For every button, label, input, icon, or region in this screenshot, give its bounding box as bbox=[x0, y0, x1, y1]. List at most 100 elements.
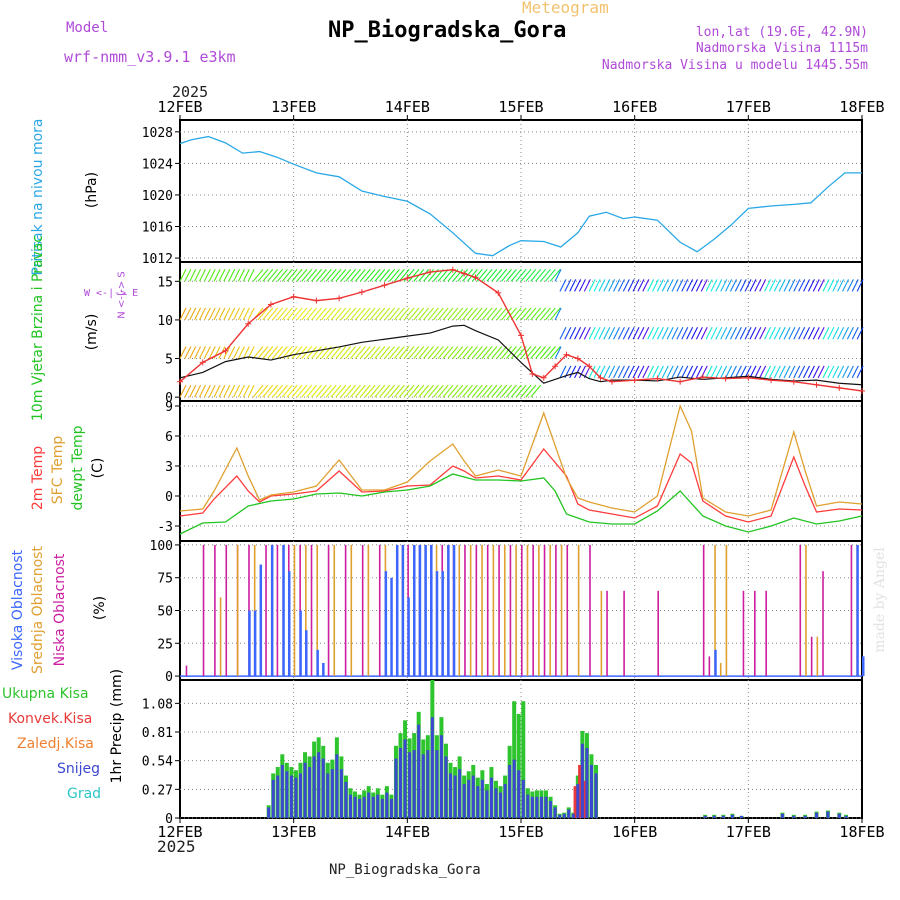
wind-barb bbox=[418, 346, 430, 359]
wind-barb bbox=[739, 326, 747, 340]
precip-snow-bar bbox=[485, 790, 489, 818]
wind-barb bbox=[252, 268, 264, 282]
wind-barb bbox=[291, 307, 303, 321]
wind-barb bbox=[501, 346, 512, 359]
wind-barb bbox=[817, 279, 825, 292]
wind-barb bbox=[213, 307, 221, 321]
wind-barb bbox=[423, 268, 434, 282]
wind-barb bbox=[252, 384, 264, 398]
precip-snow-bar bbox=[344, 781, 348, 818]
legend-graupel: Grad bbox=[67, 786, 102, 802]
wind-barb bbox=[272, 268, 283, 282]
wind-barb bbox=[306, 268, 318, 282]
wind-barb bbox=[262, 346, 274, 359]
cloud-bar-niska bbox=[486, 544, 489, 677]
wind-barb bbox=[686, 365, 694, 379]
wind-barb bbox=[686, 326, 694, 340]
wind-barb bbox=[681, 365, 689, 379]
wind-barb bbox=[398, 307, 410, 321]
wind-barb bbox=[720, 326, 728, 340]
temp-ytick-label: 6 bbox=[165, 430, 173, 445]
precip-snow-bar bbox=[312, 756, 316, 818]
wind-barb bbox=[851, 365, 859, 379]
wind-barb bbox=[413, 384, 425, 398]
wind-barb bbox=[262, 384, 274, 398]
cloud-bar-visoka bbox=[441, 571, 444, 677]
wind-barb bbox=[462, 384, 473, 398]
wind-barb bbox=[764, 326, 772, 340]
precip-snow-bar bbox=[530, 796, 534, 818]
cloud-bar-srednja bbox=[469, 544, 472, 677]
wind-barb bbox=[257, 346, 269, 359]
wind-barb bbox=[481, 268, 493, 282]
cloud-bar-srednja bbox=[816, 636, 819, 677]
wind-barb bbox=[189, 307, 197, 321]
precip-conv-bar bbox=[582, 780, 587, 818]
cloud-bar-srednja bbox=[492, 544, 495, 677]
wind-barb bbox=[452, 346, 464, 359]
wind-barb bbox=[237, 307, 245, 321]
wind-barb bbox=[656, 365, 664, 379]
wind-barb bbox=[530, 384, 542, 398]
wind-barb bbox=[184, 346, 192, 359]
wind-barb bbox=[773, 279, 781, 292]
meteogram-label: Meteogram bbox=[522, 0, 609, 17]
temp-0-line bbox=[179, 447, 863, 523]
wind-barb bbox=[725, 365, 733, 379]
wind-barb bbox=[642, 279, 650, 292]
wind-barb bbox=[389, 384, 400, 398]
wind-barb bbox=[184, 384, 192, 398]
precip-snow-bar bbox=[439, 735, 443, 818]
wind-barb bbox=[330, 268, 342, 282]
wind-barb bbox=[491, 346, 503, 359]
wind-barb bbox=[773, 365, 781, 379]
cloud-bar-srednja bbox=[219, 597, 222, 677]
precip-snow-bar bbox=[308, 767, 312, 818]
wind-barb bbox=[778, 279, 786, 292]
wind-barb bbox=[247, 269, 255, 282]
wind-barb bbox=[418, 307, 430, 321]
wind-barb bbox=[486, 384, 498, 398]
wind-barb bbox=[203, 307, 211, 321]
xtick-label-top: 15FEB bbox=[498, 98, 543, 116]
precip-ytick-label: 0 bbox=[165, 812, 173, 827]
wind-barb bbox=[408, 384, 420, 398]
wind-barb bbox=[198, 384, 206, 398]
wind-barb bbox=[218, 307, 226, 321]
wind-barb bbox=[846, 279, 854, 292]
temp-ytick-label: 3 bbox=[165, 460, 173, 475]
wind-barb bbox=[710, 279, 718, 292]
wind-barb bbox=[827, 365, 835, 379]
precip-snow-bar bbox=[412, 750, 416, 818]
wind-barb bbox=[218, 384, 226, 398]
wind-barb bbox=[194, 384, 202, 398]
wind-barb bbox=[510, 307, 522, 321]
cloud-bar-niska bbox=[310, 544, 313, 677]
precip-snow-bar bbox=[267, 807, 271, 818]
wind-barb bbox=[535, 268, 547, 282]
wind-barb bbox=[223, 346, 231, 359]
xtick-label-bottom: 18FEB bbox=[839, 823, 884, 841]
wind-barb bbox=[535, 307, 547, 321]
precip-snow-bar bbox=[489, 777, 493, 818]
wind-barb bbox=[311, 384, 322, 398]
wind-barb bbox=[403, 268, 415, 282]
wind-barb bbox=[354, 346, 366, 359]
wind-barb bbox=[301, 268, 313, 282]
cloud-bar-visoka bbox=[395, 544, 399, 677]
pressure-ytick-label: 1012 bbox=[142, 252, 173, 267]
wind-barb bbox=[228, 346, 236, 359]
cloud-bar-niska bbox=[606, 590, 608, 677]
wind-barb bbox=[315, 384, 327, 398]
pressure-ytick-label: 1020 bbox=[142, 189, 173, 204]
wind-barb bbox=[393, 307, 405, 321]
precip-snow-bar bbox=[480, 779, 484, 818]
precip-snow-bar bbox=[553, 807, 557, 818]
temp-1-line bbox=[179, 404, 863, 517]
wind-barb bbox=[739, 365, 747, 379]
precip-snow-bar bbox=[371, 796, 375, 818]
wind-barb bbox=[223, 307, 231, 321]
cloud-bar-visoka bbox=[248, 610, 251, 677]
wind-barb bbox=[277, 268, 288, 282]
wind-barb bbox=[734, 365, 742, 379]
